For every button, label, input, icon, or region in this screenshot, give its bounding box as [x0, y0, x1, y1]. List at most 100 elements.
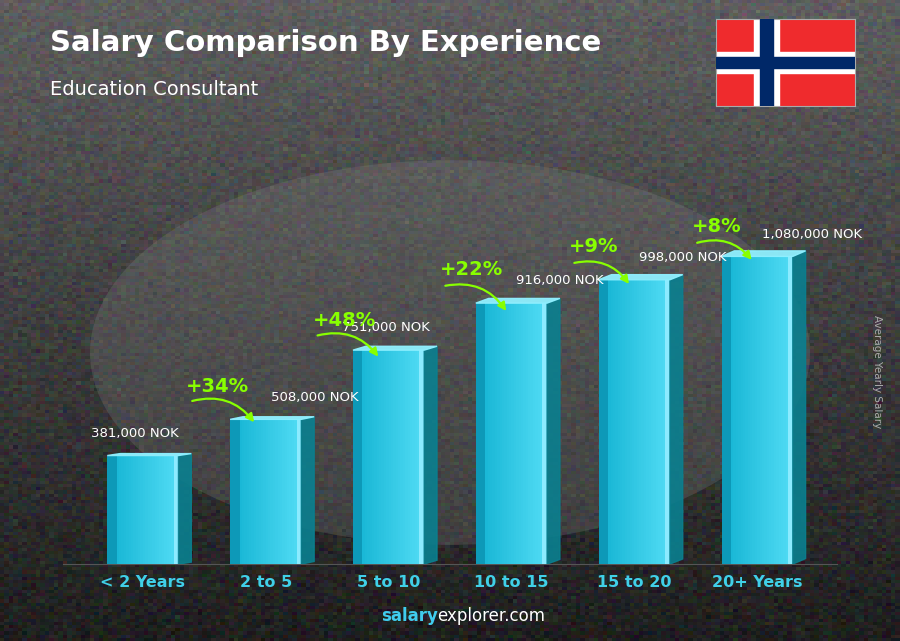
- Bar: [636, 279, 639, 564]
- Bar: [415, 350, 418, 564]
- Bar: [627, 279, 630, 564]
- Bar: [290, 419, 292, 564]
- Bar: [264, 419, 266, 564]
- Bar: [790, 256, 793, 564]
- Polygon shape: [230, 417, 314, 419]
- Bar: [481, 303, 483, 564]
- Bar: [174, 456, 176, 564]
- Bar: [497, 303, 500, 564]
- Bar: [617, 279, 620, 564]
- Bar: [287, 419, 290, 564]
- Bar: [393, 350, 396, 564]
- Bar: [778, 256, 781, 564]
- Bar: [504, 303, 507, 564]
- Bar: [762, 256, 764, 564]
- Bar: [634, 279, 637, 564]
- Bar: [492, 303, 495, 564]
- Bar: [540, 303, 543, 564]
- Bar: [374, 350, 377, 564]
- Bar: [412, 350, 415, 564]
- Bar: [722, 256, 724, 564]
- Bar: [284, 419, 287, 564]
- Bar: [764, 256, 767, 564]
- Bar: [767, 256, 770, 564]
- Text: 998,000 NOK: 998,000 NOK: [639, 251, 726, 264]
- Bar: [244, 419, 247, 564]
- Text: 508,000 NOK: 508,000 NOK: [271, 390, 358, 404]
- Bar: [133, 456, 136, 564]
- Bar: [603, 279, 606, 564]
- Bar: [398, 350, 400, 564]
- Bar: [769, 256, 771, 564]
- Bar: [273, 419, 275, 564]
- Text: 1,080,000 NOK: 1,080,000 NOK: [762, 228, 862, 241]
- Bar: [353, 350, 356, 564]
- Polygon shape: [547, 299, 560, 564]
- Bar: [148, 456, 150, 564]
- Text: +48%: +48%: [312, 312, 375, 331]
- Bar: [517, 303, 518, 564]
- Bar: [140, 456, 143, 564]
- Bar: [176, 456, 178, 564]
- Bar: [124, 456, 126, 564]
- Bar: [500, 303, 502, 564]
- Bar: [266, 419, 268, 564]
- Text: Salary Comparison By Experience: Salary Comparison By Experience: [50, 29, 601, 57]
- Bar: [131, 456, 133, 564]
- Bar: [665, 279, 668, 564]
- Text: Education Consultant: Education Consultant: [50, 80, 257, 99]
- Bar: [126, 456, 129, 564]
- Bar: [629, 279, 632, 564]
- Bar: [760, 19, 772, 106]
- Bar: [509, 303, 511, 564]
- Bar: [488, 303, 490, 564]
- Text: +8%: +8%: [692, 217, 742, 237]
- Text: +22%: +22%: [440, 260, 503, 279]
- Bar: [755, 256, 757, 564]
- Bar: [360, 350, 363, 564]
- Bar: [731, 256, 734, 564]
- Bar: [363, 350, 365, 564]
- Bar: [396, 350, 398, 564]
- Bar: [750, 256, 752, 564]
- Bar: [117, 456, 119, 564]
- Polygon shape: [107, 454, 192, 456]
- Bar: [736, 256, 738, 564]
- Bar: [164, 456, 166, 564]
- Bar: [478, 303, 481, 564]
- Bar: [254, 419, 256, 564]
- Bar: [752, 256, 755, 564]
- Bar: [386, 350, 389, 564]
- Bar: [783, 256, 786, 564]
- Bar: [389, 350, 392, 564]
- Bar: [235, 419, 238, 564]
- Bar: [649, 279, 651, 564]
- Bar: [661, 279, 663, 564]
- Text: +34%: +34%: [186, 377, 249, 396]
- Bar: [598, 279, 601, 564]
- Polygon shape: [793, 251, 806, 564]
- Bar: [644, 279, 646, 564]
- Bar: [391, 350, 393, 564]
- Polygon shape: [670, 274, 683, 564]
- Bar: [543, 303, 544, 564]
- Bar: [776, 256, 778, 564]
- Text: 751,000 NOK: 751,000 NOK: [342, 321, 430, 335]
- Bar: [788, 256, 790, 564]
- Bar: [280, 419, 283, 564]
- Bar: [738, 256, 741, 564]
- Bar: [383, 350, 386, 564]
- Bar: [107, 456, 110, 564]
- Bar: [616, 279, 617, 564]
- Bar: [625, 279, 627, 564]
- Bar: [379, 350, 382, 564]
- Bar: [277, 419, 280, 564]
- Bar: [606, 279, 608, 564]
- Bar: [158, 456, 159, 564]
- Bar: [608, 279, 611, 564]
- Bar: [367, 350, 370, 564]
- Bar: [112, 456, 114, 564]
- Bar: [145, 456, 148, 564]
- Bar: [651, 279, 653, 564]
- Bar: [491, 303, 492, 564]
